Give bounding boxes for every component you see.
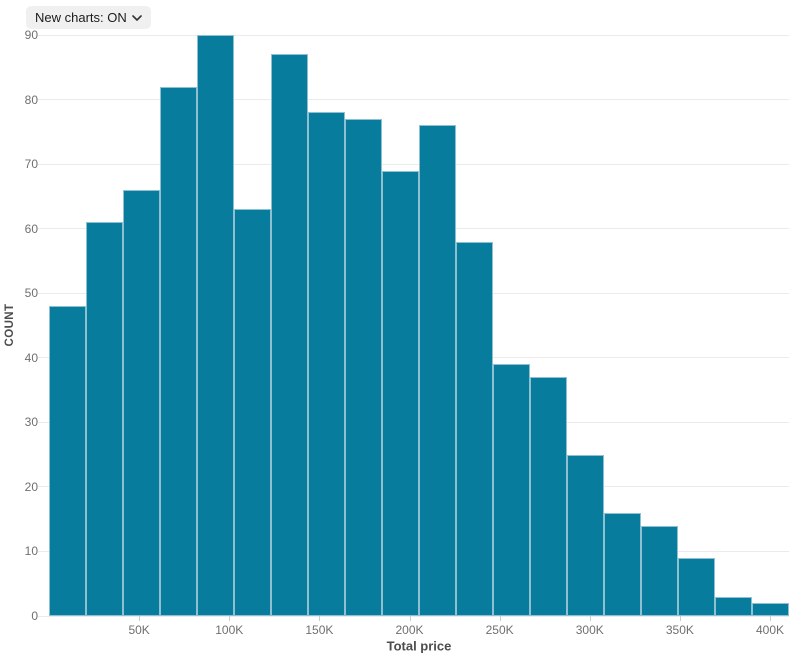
y-tick-label-70: 70 — [24, 157, 38, 172]
new-charts-dropdown[interactable]: New charts: ON — [26, 6, 151, 29]
plot-area — [38, 34, 789, 617]
x-tick-mark-200K — [409, 616, 411, 621]
new-charts-dropdown-label: New charts: ON — [35, 10, 127, 25]
bars-group — [49, 35, 789, 616]
histogram-bar-160k[interactable] — [345, 118, 382, 616]
histogram-bar-40k[interactable] — [123, 189, 160, 616]
histogram-bar-0k[interactable] — [49, 306, 86, 616]
histogram-bar-300k[interactable] — [604, 512, 641, 616]
histogram-bar-380k[interactable] — [752, 603, 789, 616]
histogram-bar-200k[interactable] — [419, 125, 456, 616]
histogram-bar-320k[interactable] — [641, 525, 678, 616]
histogram-bar-260k[interactable] — [530, 377, 567, 616]
gridline-y-70 — [38, 163, 789, 165]
y-axis-title: COUNT — [4, 303, 16, 347]
y-tick-label-60: 60 — [24, 221, 38, 236]
y-tick-label-90: 90 — [24, 28, 38, 42]
x-tick-mark-350K — [679, 616, 681, 621]
y-tick-label-80: 80 — [24, 92, 38, 107]
histogram-bar-360k[interactable] — [715, 596, 752, 616]
y-tick-label-20: 20 — [24, 479, 38, 494]
x-tick-label-50K: 50K — [128, 623, 150, 637]
y-tick-label-40: 40 — [24, 350, 38, 365]
histogram-bar-100k[interactable] — [234, 209, 271, 616]
x-tick-mark-300K — [589, 616, 591, 621]
x-tick-mark-400K — [770, 616, 771, 621]
x-tick-label-350K: 350K — [665, 623, 694, 637]
x-tick-label-200K: 200K — [395, 623, 424, 637]
x-tick-label-100K: 100K — [215, 623, 244, 637]
x-tick-mark-250K — [499, 616, 501, 621]
gridline-y-0 — [38, 615, 789, 617]
y-tick-label-0: 0 — [31, 609, 38, 623]
x-tick-label-250K: 250K — [485, 623, 514, 637]
y-tick-label-30: 30 — [24, 415, 38, 430]
gridline-y-90 — [38, 34, 789, 36]
x-tick-mark-150K — [319, 616, 321, 621]
histogram-bar-240k[interactable] — [493, 364, 530, 616]
histogram-bar-20k[interactable] — [86, 222, 123, 616]
histogram-bar-280k[interactable] — [567, 454, 604, 616]
histogram-bar-340k[interactable] — [678, 557, 715, 616]
histogram-bar-120k[interactable] — [271, 54, 308, 616]
histogram-bar-80k[interactable] — [197, 35, 234, 616]
y-tick-label-50: 50 — [24, 286, 38, 301]
histogram-bar-220k[interactable] — [456, 241, 493, 616]
x-tick-mark-100K — [229, 616, 231, 621]
x-tick-label-300K: 300K — [575, 623, 604, 637]
y-tick-label-10: 10 — [24, 544, 38, 559]
x-tick-label-400K: 400K — [755, 623, 785, 637]
histogram-bar-140k[interactable] — [308, 112, 345, 616]
x-axis-title: Total price — [386, 638, 452, 654]
chevron-down-icon — [131, 14, 142, 21]
histogram-bar-180k[interactable] — [382, 170, 419, 616]
histogram-bar-60k[interactable] — [160, 86, 197, 616]
x-tick-mark-50K — [139, 616, 141, 621]
gridline-y-80 — [38, 99, 789, 101]
x-tick-label-150K: 150K — [305, 623, 334, 637]
